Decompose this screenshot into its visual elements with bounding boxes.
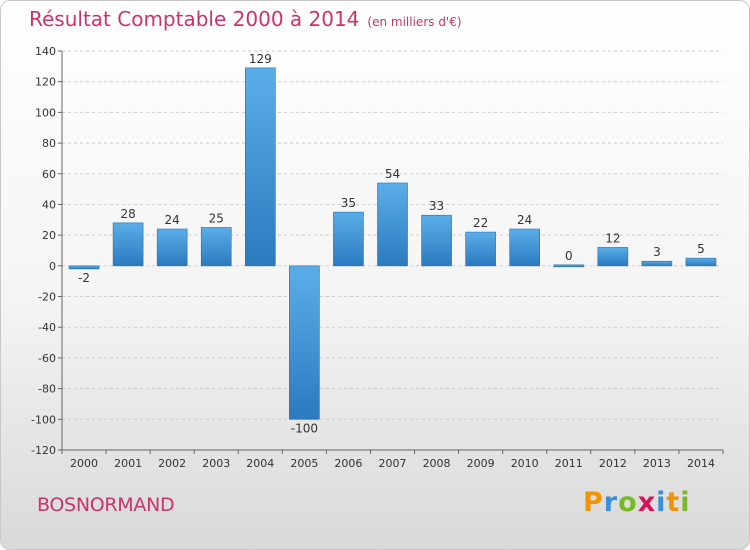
x-tick-label: 2001 bbox=[114, 457, 142, 470]
logo-letter: r bbox=[603, 487, 619, 518]
bar bbox=[68, 265, 100, 270]
x-tick-label: 2008 bbox=[423, 457, 451, 470]
chart-title: Résultat Comptable 2000 à 2014 (en millie… bbox=[29, 7, 462, 31]
axes bbox=[61, 51, 723, 451]
commune-name: BOSNORMAND bbox=[37, 494, 175, 516]
x-axis-ticks: 2000 2001 2002 2003 2004 2005 2006 2007 2008 2009… bbox=[61, 450, 724, 470]
data-label: 35 bbox=[341, 196, 356, 210]
data-label: 5 bbox=[697, 242, 705, 256]
title-unit: (en milliers d'€) bbox=[367, 15, 462, 29]
data-label: 22 bbox=[473, 216, 488, 230]
data-label: 54 bbox=[385, 167, 400, 181]
logo-letter: i bbox=[680, 487, 691, 518]
y-tick-label: -60 bbox=[38, 352, 56, 365]
y-tick-label: 60 bbox=[42, 168, 56, 181]
data-label: 3 bbox=[653, 245, 661, 259]
x-tick-label: 2010 bbox=[511, 457, 539, 470]
data-label: 33 bbox=[429, 199, 444, 213]
y-tick-label: -80 bbox=[38, 383, 56, 396]
bar bbox=[377, 182, 408, 267]
x-tick-label: 2003 bbox=[202, 457, 230, 470]
y-tick-label: 0 bbox=[49, 260, 56, 273]
x-tick-label: 2005 bbox=[290, 457, 318, 470]
data-label: 24 bbox=[517, 213, 532, 227]
y-axis-ticks: 140 120 100 80 60 40 20 0 -20 -40 -60 -80 -100 -120 bbox=[31, 45, 56, 457]
logo-letter: i bbox=[656, 487, 667, 518]
logo-letter: x bbox=[637, 487, 657, 518]
x-tick-label: 2012 bbox=[599, 457, 627, 470]
x-tick-label: 2011 bbox=[555, 457, 583, 470]
bar bbox=[597, 247, 629, 267]
bar bbox=[685, 257, 717, 267]
bar bbox=[553, 264, 585, 268]
x-tick-label: 2006 bbox=[334, 457, 362, 470]
y-tick-label: -20 bbox=[38, 291, 56, 304]
x-tick-label: 2014 bbox=[687, 457, 715, 470]
bar bbox=[509, 228, 541, 267]
data-label: -100 bbox=[291, 421, 318, 435]
x-tick-label: 2007 bbox=[379, 457, 407, 470]
x-tick-label: 2002 bbox=[158, 457, 186, 470]
logo-letter: t bbox=[666, 487, 681, 518]
proxiti-logo: Proxiti bbox=[583, 487, 691, 518]
y-tick-label: 20 bbox=[42, 229, 56, 242]
x-tick-label: 2000 bbox=[70, 457, 98, 470]
bar bbox=[333, 211, 364, 267]
y-tick-label: -120 bbox=[31, 444, 56, 457]
bar bbox=[641, 260, 673, 267]
bar bbox=[200, 227, 232, 267]
y-tick-label: 120 bbox=[35, 76, 56, 89]
bar bbox=[289, 265, 320, 420]
x-tick-label: 2013 bbox=[643, 457, 671, 470]
bar bbox=[465, 231, 496, 267]
data-label: 24 bbox=[165, 213, 180, 227]
x-tick-label: 2004 bbox=[246, 457, 274, 470]
data-label: 28 bbox=[120, 207, 135, 221]
bar bbox=[156, 228, 188, 267]
data-label: 12 bbox=[605, 231, 620, 245]
y-tick-label: -100 bbox=[31, 413, 56, 426]
data-label: -2 bbox=[78, 271, 90, 285]
x-tick-label: 2009 bbox=[467, 457, 495, 470]
y-tick-label: 140 bbox=[35, 45, 56, 58]
title-text: Résultat Comptable 2000 à 2014 bbox=[29, 7, 360, 31]
data-label: 25 bbox=[209, 211, 224, 225]
y-tick-label: 100 bbox=[35, 106, 56, 119]
bar bbox=[245, 67, 276, 267]
bar bbox=[421, 214, 452, 267]
logo-letter: P bbox=[583, 487, 604, 518]
y-tick-label: 80 bbox=[42, 137, 56, 150]
y-tick-label: 40 bbox=[42, 198, 56, 211]
data-label: 129 bbox=[249, 52, 272, 66]
logo-letter: o bbox=[618, 487, 638, 518]
y-tick-label: -40 bbox=[38, 321, 56, 334]
bar bbox=[112, 222, 144, 267]
bars bbox=[68, 67, 717, 420]
data-label: 0 bbox=[565, 249, 573, 263]
